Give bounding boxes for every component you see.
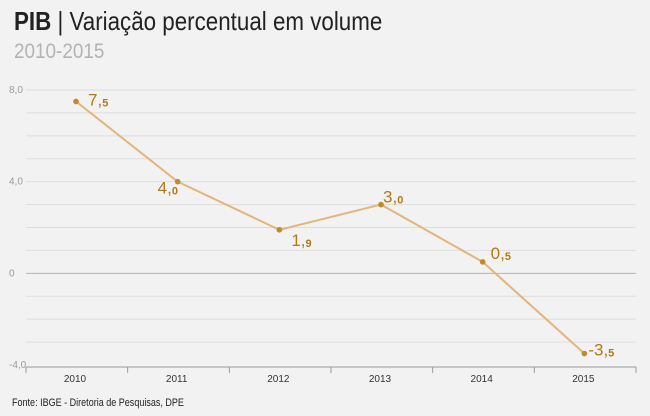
data-label-dec: 0 — [397, 195, 403, 207]
data-point — [581, 350, 588, 357]
x-tick-label: 2013 — [369, 374, 392, 385]
data-label: -3,5 — [588, 341, 614, 360]
data-point — [174, 178, 181, 185]
data-label-int: 1, — [291, 231, 305, 250]
data-label: 3,0 — [383, 188, 403, 207]
chart-subtitle: 2010-2015 — [14, 40, 105, 63]
y-tick-label: -4,0 — [9, 360, 27, 371]
data-label-int: -3, — [588, 341, 608, 360]
x-tick-label: 2012 — [267, 374, 290, 385]
x-tick-label: 2011 — [166, 374, 188, 385]
data-label-dec: 0 — [172, 186, 178, 198]
label-layer: 7,54,01,93,00,5-3,5 — [88, 90, 614, 359]
series-layer — [73, 98, 588, 357]
data-label-int: 7, — [88, 90, 102, 109]
data-point — [479, 259, 486, 265]
data-point — [276, 226, 283, 233]
data-label: 0,5 — [491, 244, 511, 263]
data-label-dec: 5 — [102, 97, 108, 109]
chart-title-rest: | Variação percentual em volume — [51, 6, 383, 36]
y-tick-label: 4,0 — [9, 177, 23, 188]
data-label-dec: 9 — [306, 238, 312, 250]
x-tick-label: 2015 — [572, 374, 595, 385]
y-tick-label: 8,0 — [9, 85, 23, 96]
data-label: 7,5 — [88, 90, 108, 109]
chart-title-bold: PIB — [14, 6, 52, 36]
data-label-int: 0, — [491, 244, 505, 263]
data-label-dec: 5 — [505, 251, 511, 263]
data-label-int: 4, — [158, 179, 172, 198]
grid-layer — [26, 89, 636, 343]
x-tick-label: 2014 — [471, 374, 494, 385]
data-point — [73, 98, 79, 105]
data-label-int: 3, — [383, 188, 397, 207]
x-tick-label: 2010 — [64, 374, 87, 385]
data-label: 4,0 — [158, 179, 178, 198]
data-label: 1,9 — [291, 231, 311, 250]
data-point — [378, 201, 384, 208]
chart-title: PIB | Variação percentual em volume — [14, 6, 382, 37]
source-note: Fonte: IBGE - Diretoria de Pesquisas, DP… — [12, 397, 184, 409]
data-label-dec: 5 — [608, 348, 614, 360]
y-tick-label: 0 — [9, 268, 15, 279]
series-line-pib — [75, 100, 586, 355]
